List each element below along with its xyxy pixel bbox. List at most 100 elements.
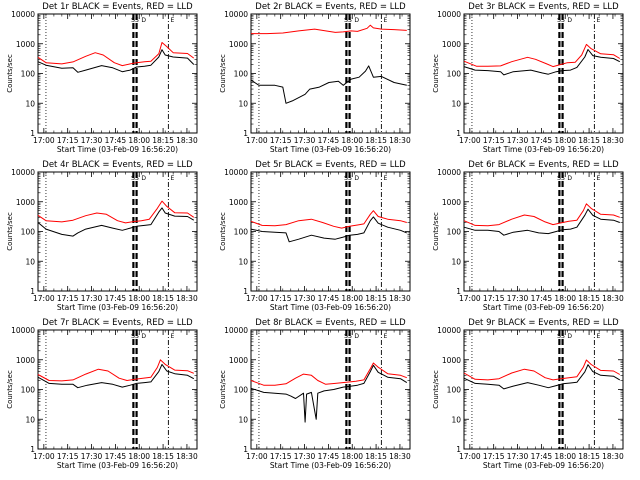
- x-tick-label: 18:00: [128, 452, 150, 461]
- y-tick-label: 10000: [437, 10, 461, 19]
- lld-series-line: [37, 200, 195, 224]
- x-tick-label: 17:30: [294, 452, 316, 461]
- marker-label-ss: SS: [344, 17, 352, 24]
- marker-label-ss: SS: [557, 17, 565, 24]
- marker-label-e: E: [383, 333, 387, 340]
- x-tick-label: 17:15: [483, 452, 505, 461]
- x-tick-label: 18:30: [389, 136, 411, 145]
- y-tick-label: 10: [25, 257, 35, 266]
- plot-title: Det 9r BLACK = Events, RED = LLD: [468, 318, 619, 328]
- y-tick-label: 10000: [224, 326, 248, 335]
- marker-label-ss: SS: [344, 175, 352, 182]
- plot-title: Det 1r BLACK = Events, RED = LLD: [42, 2, 193, 12]
- x-axis-label: Start Time (03-Feb-09 16:56:20): [270, 303, 391, 312]
- detector-plot-3: Det 3r BLACK = Events, RED = LLD 1 10 100 10…: [432, 2, 624, 154]
- x-tick-label: 17:15: [57, 136, 79, 145]
- y-tick-label: 1000: [229, 356, 248, 365]
- x-tick-label: 17:00: [459, 294, 481, 303]
- x-tick-label: 17:00: [246, 136, 268, 145]
- y-tick-label: 1: [243, 287, 248, 296]
- y-tick-label: 1: [456, 287, 461, 296]
- y-tick-label: 100: [234, 386, 249, 395]
- detector-plot-7: Det 7r BLACK = Events, RED = LLD 1 10 100 10…: [6, 318, 198, 470]
- marker-label-ss: SS: [131, 333, 139, 340]
- x-axis-label: Start Time (03-Feb-09 16:56:20): [483, 461, 604, 470]
- y-tick-label: 10: [238, 99, 248, 108]
- lld-series-line: [250, 210, 407, 229]
- y-axis-label: Counts/sec: [6, 54, 14, 93]
- x-tick-label: 17:00: [33, 136, 55, 145]
- detector-plot-4: Det 4r BLACK = Events, RED = LLD 1 10 100 10…: [6, 160, 198, 312]
- y-tick-label: 10: [451, 257, 461, 266]
- y-tick-label: 10: [451, 415, 461, 424]
- x-tick-label: 18:30: [602, 294, 624, 303]
- detector-plot-9: Det 9r BLACK = Events, RED = LLD 1 10 100 10…: [432, 318, 624, 470]
- plot-frame: [250, 171, 411, 292]
- lld-series-line: [250, 362, 407, 386]
- marker-label-e: E: [383, 175, 387, 182]
- lld-series-line: [37, 42, 195, 67]
- y-tick-label: 10: [25, 415, 35, 424]
- y-tick-label: 1000: [442, 356, 461, 365]
- plot-title: Det 4r BLACK = Events, RED = LLD: [42, 160, 193, 170]
- marker-label-d: D: [567, 175, 572, 182]
- x-tick-label: 17:45: [105, 136, 127, 145]
- x-tick-label: 17:15: [270, 452, 292, 461]
- plot-frame: [37, 171, 198, 292]
- marker-label-ss: SS: [557, 175, 565, 182]
- x-tick-label: 17:30: [81, 452, 103, 461]
- marker-label-ss: SS: [131, 175, 139, 182]
- x-tick-label: 17:00: [459, 452, 481, 461]
- marker-label-ss: SS: [131, 17, 139, 24]
- x-tick-label: 18:00: [554, 136, 576, 145]
- y-tick-label: 1: [30, 287, 35, 296]
- events-series-line: [37, 207, 195, 237]
- detector-plot-1: Det 1r BLACK = Events, RED = LLD 1 10 100 10…: [6, 2, 198, 154]
- plot-frame: [37, 13, 198, 134]
- x-tick-label: 18:30: [602, 136, 624, 145]
- x-tick-label: 17:30: [294, 294, 316, 303]
- y-tick-label: 1000: [16, 356, 35, 365]
- events-series-line: [463, 49, 621, 76]
- detector-plot-8: Det 8r BLACK = Events, RED = LLD 1 10 100 10…: [219, 318, 411, 470]
- x-tick-label: 17:30: [507, 294, 529, 303]
- x-tick-label: 17:30: [81, 294, 103, 303]
- y-tick-label: 10: [238, 257, 248, 266]
- x-tick-label: 18:00: [341, 452, 363, 461]
- marker-label-d: D: [354, 333, 359, 340]
- detector-plot-2: Det 2r BLACK = Events, RED = LLD 1 10 100 10…: [219, 2, 411, 154]
- lld-series-line: [463, 359, 621, 381]
- x-tick-label: 17:45: [105, 294, 127, 303]
- x-tick-label: 18:15: [365, 136, 387, 145]
- x-tick-label: 18:15: [365, 452, 387, 461]
- y-tick-label: 1: [243, 445, 248, 454]
- x-tick-label: 17:00: [459, 136, 481, 145]
- x-tick-label: 17:30: [507, 452, 529, 461]
- x-axis-label: Start Time (03-Feb-09 16:56:20): [57, 303, 178, 312]
- x-tick-label: 18:00: [128, 294, 150, 303]
- plot-title: Det 2r BLACK = Events, RED = LLD: [255, 2, 406, 12]
- x-tick-label: 18:30: [176, 294, 198, 303]
- y-tick-label: 1: [243, 129, 248, 138]
- x-tick-label: 17:00: [246, 452, 268, 461]
- x-tick-label: 17:00: [246, 294, 268, 303]
- x-tick-label: 18:00: [554, 452, 576, 461]
- y-tick-label: 100: [447, 386, 462, 395]
- x-axis-label: Start Time (03-Feb-09 16:56:20): [270, 461, 391, 470]
- lld-series-line: [463, 203, 620, 227]
- x-axis-label: Start Time (03-Feb-09 16:56:20): [483, 303, 604, 312]
- marker-label-d: D: [354, 175, 359, 182]
- y-tick-label: 10000: [11, 10, 35, 19]
- marker-label-d: D: [141, 17, 146, 24]
- marker-label-e: E: [170, 17, 174, 24]
- y-tick-label: 10000: [437, 168, 461, 177]
- x-tick-label: 18:15: [152, 136, 174, 145]
- x-tick-label: 17:00: [33, 294, 55, 303]
- x-tick-label: 17:15: [270, 294, 292, 303]
- y-tick-label: 1: [30, 129, 35, 138]
- x-tick-label: 17:00: [33, 452, 55, 461]
- y-tick-label: 100: [234, 228, 249, 237]
- events-series-line: [463, 208, 620, 236]
- x-axis-label: Start Time (03-Feb-09 16:56:20): [270, 145, 391, 154]
- x-tick-label: 17:45: [531, 136, 553, 145]
